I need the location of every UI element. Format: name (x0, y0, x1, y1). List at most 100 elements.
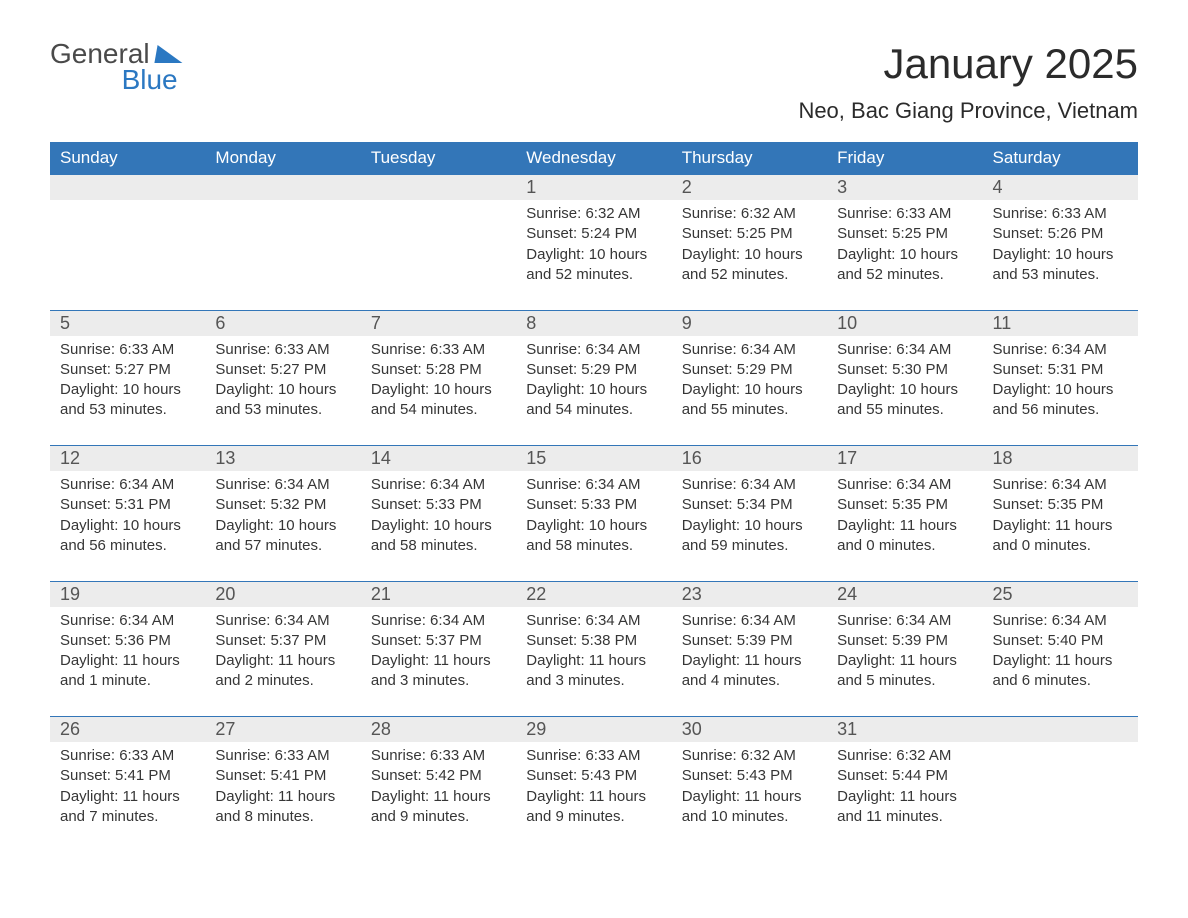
daynum-row: 1234 (50, 175, 1138, 201)
day-number-cell: 26 (50, 717, 205, 743)
day-content-cell: Sunrise: 6:34 AMSunset: 5:34 PMDaylight:… (672, 471, 827, 581)
day-number-cell: 1 (516, 175, 671, 201)
day-number-cell: 23 (672, 581, 827, 607)
sunset-text: Sunset: 5:30 PM (837, 360, 972, 380)
weekday-header: Thursday (672, 142, 827, 175)
weekday-header: Tuesday (361, 142, 516, 175)
day-content-cell: Sunrise: 6:34 AMSunset: 5:39 PMDaylight:… (672, 607, 827, 717)
day-content-cell: Sunrise: 6:33 AMSunset: 5:42 PMDaylight:… (361, 742, 516, 852)
sunrise-text: Sunrise: 6:34 AM (526, 611, 661, 631)
day-number-cell: 6 (205, 310, 360, 336)
daylight-text: Daylight: 10 hours and 52 minutes. (682, 245, 817, 286)
location-subtitle: Neo, Bac Giang Province, Vietnam (798, 98, 1138, 124)
logo-text-blue: Blue (122, 66, 178, 94)
day-number-cell: 24 (827, 581, 982, 607)
sunrise-text: Sunrise: 6:34 AM (60, 475, 195, 495)
daylight-text: Daylight: 11 hours and 9 minutes. (526, 787, 661, 828)
day-number-cell: 13 (205, 446, 360, 472)
daylight-text: Daylight: 10 hours and 58 minutes. (526, 516, 661, 557)
sunset-text: Sunset: 5:35 PM (837, 495, 972, 515)
day-content-cell: Sunrise: 6:34 AMSunset: 5:35 PMDaylight:… (983, 471, 1138, 581)
daynum-row: 262728293031 (50, 717, 1138, 743)
sunrise-text: Sunrise: 6:33 AM (215, 746, 350, 766)
sunrise-text: Sunrise: 6:34 AM (682, 611, 817, 631)
day-content-cell: Sunrise: 6:34 AMSunset: 5:40 PMDaylight:… (983, 607, 1138, 717)
day-number-cell: 30 (672, 717, 827, 743)
sunset-text: Sunset: 5:39 PM (682, 631, 817, 651)
sunset-text: Sunset: 5:31 PM (60, 495, 195, 515)
day-content-cell: Sunrise: 6:34 AMSunset: 5:31 PMDaylight:… (50, 471, 205, 581)
daylight-text: Daylight: 10 hours and 57 minutes. (215, 516, 350, 557)
daylight-text: Daylight: 10 hours and 52 minutes. (526, 245, 661, 286)
logo-triangle-icon (154, 45, 185, 63)
daylight-text: Daylight: 11 hours and 0 minutes. (837, 516, 972, 557)
daylight-text: Daylight: 10 hours and 55 minutes. (837, 380, 972, 421)
day-content-cell: Sunrise: 6:34 AMSunset: 5:32 PMDaylight:… (205, 471, 360, 581)
daylight-text: Daylight: 11 hours and 3 minutes. (371, 651, 506, 692)
sunset-text: Sunset: 5:44 PM (837, 766, 972, 786)
sunset-text: Sunset: 5:25 PM (837, 224, 972, 244)
day-content-cell: Sunrise: 6:32 AMSunset: 5:24 PMDaylight:… (516, 200, 671, 310)
sunrise-text: Sunrise: 6:33 AM (526, 746, 661, 766)
sunset-text: Sunset: 5:34 PM (682, 495, 817, 515)
sunrise-text: Sunrise: 6:34 AM (371, 611, 506, 631)
sunrise-text: Sunrise: 6:34 AM (993, 475, 1128, 495)
title-block: January 2025 Neo, Bac Giang Province, Vi… (798, 40, 1138, 134)
day-number-cell: 25 (983, 581, 1138, 607)
sunset-text: Sunset: 5:37 PM (215, 631, 350, 651)
sunrise-text: Sunrise: 6:34 AM (837, 475, 972, 495)
day-content-cell: Sunrise: 6:34 AMSunset: 5:39 PMDaylight:… (827, 607, 982, 717)
weekday-header: Wednesday (516, 142, 671, 175)
weekday-header: Saturday (983, 142, 1138, 175)
sunset-text: Sunset: 5:29 PM (526, 360, 661, 380)
day-content-cell: Sunrise: 6:33 AMSunset: 5:25 PMDaylight:… (827, 200, 982, 310)
sunrise-text: Sunrise: 6:33 AM (993, 204, 1128, 224)
daylight-text: Daylight: 11 hours and 0 minutes. (993, 516, 1128, 557)
day-content-cell: Sunrise: 6:34 AMSunset: 5:31 PMDaylight:… (983, 336, 1138, 446)
sunset-text: Sunset: 5:32 PM (215, 495, 350, 515)
sunrise-text: Sunrise: 6:34 AM (682, 340, 817, 360)
daylight-text: Daylight: 11 hours and 7 minutes. (60, 787, 195, 828)
sunrise-text: Sunrise: 6:34 AM (526, 475, 661, 495)
daylight-text: Daylight: 10 hours and 53 minutes. (215, 380, 350, 421)
day-content-cell: Sunrise: 6:34 AMSunset: 5:30 PMDaylight:… (827, 336, 982, 446)
day-content-cell (205, 200, 360, 310)
content-row: Sunrise: 6:34 AMSunset: 5:31 PMDaylight:… (50, 471, 1138, 581)
sunrise-text: Sunrise: 6:33 AM (60, 746, 195, 766)
day-number-cell (50, 175, 205, 201)
sunrise-text: Sunrise: 6:33 AM (60, 340, 195, 360)
day-content-cell: Sunrise: 6:34 AMSunset: 5:38 PMDaylight:… (516, 607, 671, 717)
daynum-row: 12131415161718 (50, 446, 1138, 472)
sunset-text: Sunset: 5:33 PM (526, 495, 661, 515)
day-content-cell: Sunrise: 6:34 AMSunset: 5:37 PMDaylight:… (205, 607, 360, 717)
calendar-table: Sunday Monday Tuesday Wednesday Thursday… (50, 142, 1138, 852)
content-row: Sunrise: 6:33 AMSunset: 5:41 PMDaylight:… (50, 742, 1138, 852)
sunrise-text: Sunrise: 6:34 AM (682, 475, 817, 495)
daylight-text: Daylight: 10 hours and 56 minutes. (993, 380, 1128, 421)
day-number-cell: 15 (516, 446, 671, 472)
day-number-cell: 22 (516, 581, 671, 607)
sunset-text: Sunset: 5:25 PM (682, 224, 817, 244)
sunrise-text: Sunrise: 6:32 AM (682, 204, 817, 224)
day-content-cell: Sunrise: 6:33 AMSunset: 5:27 PMDaylight:… (50, 336, 205, 446)
sunset-text: Sunset: 5:33 PM (371, 495, 506, 515)
day-number-cell (361, 175, 516, 201)
content-row: Sunrise: 6:34 AMSunset: 5:36 PMDaylight:… (50, 607, 1138, 717)
sunset-text: Sunset: 5:41 PM (60, 766, 195, 786)
day-number-cell: 28 (361, 717, 516, 743)
weekday-header: Monday (205, 142, 360, 175)
day-content-cell: Sunrise: 6:34 AMSunset: 5:35 PMDaylight:… (827, 471, 982, 581)
daylight-text: Daylight: 10 hours and 55 minutes. (682, 380, 817, 421)
day-number-cell: 3 (827, 175, 982, 201)
sunset-text: Sunset: 5:28 PM (371, 360, 506, 380)
day-number-cell: 11 (983, 310, 1138, 336)
daylight-text: Daylight: 10 hours and 53 minutes. (60, 380, 195, 421)
daylight-text: Daylight: 10 hours and 54 minutes. (526, 380, 661, 421)
sunset-text: Sunset: 5:39 PM (837, 631, 972, 651)
day-content-cell: Sunrise: 6:34 AMSunset: 5:33 PMDaylight:… (361, 471, 516, 581)
day-number-cell: 16 (672, 446, 827, 472)
day-number-cell: 17 (827, 446, 982, 472)
day-content-cell: Sunrise: 6:32 AMSunset: 5:44 PMDaylight:… (827, 742, 982, 852)
daylight-text: Daylight: 11 hours and 8 minutes. (215, 787, 350, 828)
day-content-cell: Sunrise: 6:34 AMSunset: 5:37 PMDaylight:… (361, 607, 516, 717)
